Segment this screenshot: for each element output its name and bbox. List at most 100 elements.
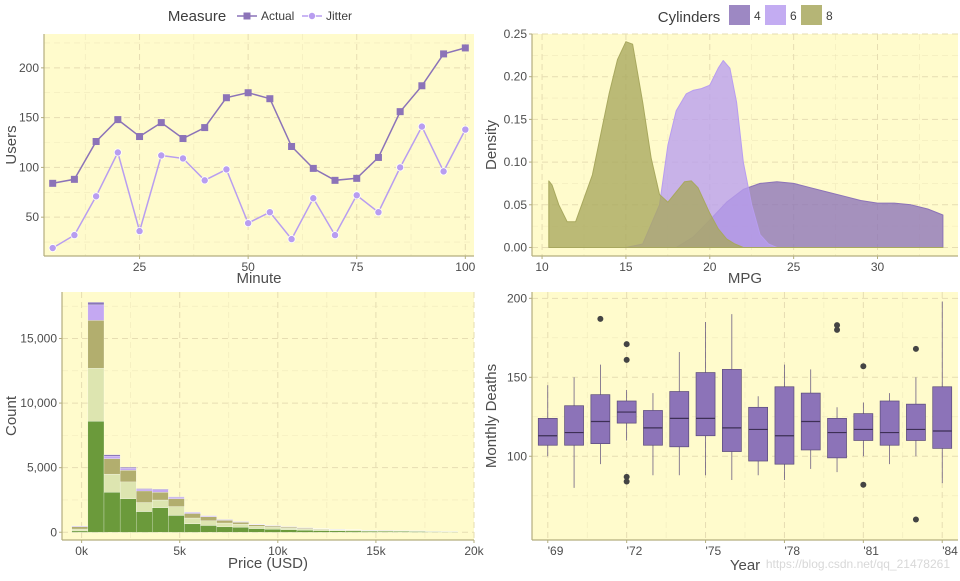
histogram-bar-segment — [152, 492, 168, 500]
histogram-bar-segment — [184, 513, 200, 514]
x-tick-label: '81 — [863, 544, 879, 558]
histogram-bar-segment — [120, 499, 136, 533]
x-tick-label: '72 — [627, 544, 643, 558]
data-point-square — [179, 135, 186, 142]
histogram-bar-segment — [361, 531, 377, 532]
data-point-square — [375, 154, 382, 161]
histogram-bar-segment — [281, 527, 297, 528]
x-axis-title: Minute — [236, 270, 281, 287]
x-axis-title: Price (USD) — [228, 555, 308, 572]
data-point-square — [266, 95, 273, 102]
box-iqr — [749, 407, 768, 461]
histogram-bar-segment — [297, 529, 313, 530]
histogram-bar-segment — [201, 517, 217, 521]
histogram-bar-segment — [88, 421, 104, 532]
data-point-circle — [223, 166, 230, 173]
y-tick-label: 0 — [50, 525, 57, 539]
histogram-bar-segment — [201, 521, 217, 526]
histogram-bar-segment — [201, 526, 217, 533]
y-tick-label: 0.10 — [504, 155, 528, 169]
histogram-bar-segment — [88, 305, 104, 321]
x-tick-label: 5k — [173, 544, 187, 558]
legend-swatch — [765, 5, 786, 25]
histogram-bar-segment — [184, 518, 200, 524]
box-iqr — [696, 373, 715, 436]
box-outlier — [624, 341, 630, 347]
y-tick-label: 100 — [19, 160, 39, 174]
box-outlier — [624, 479, 630, 485]
x-tick-label: 25 — [787, 260, 801, 274]
histogram-bar-segment — [88, 368, 104, 421]
histogram-bar-segment — [217, 527, 233, 532]
histogram-bar-segment — [120, 470, 136, 482]
x-tick-label: '84 — [942, 544, 958, 558]
data-point-square — [93, 138, 100, 145]
y-axis-title: Users — [3, 125, 20, 164]
y-tick-label: 0.05 — [504, 198, 528, 212]
data-point-circle — [49, 244, 56, 251]
box-iqr — [933, 387, 952, 449]
histogram-bar-segment — [136, 503, 152, 512]
data-point-circle — [179, 155, 186, 162]
box-outlier — [834, 327, 840, 333]
data-point-circle — [397, 164, 404, 171]
histogram-bar-segment — [104, 456, 120, 459]
histogram-bar-segment — [72, 531, 88, 532]
histogram-bar-segment — [281, 528, 297, 530]
box-outlier — [597, 316, 603, 322]
histogram-bar-segment — [104, 474, 120, 492]
y-tick-label: 0.20 — [504, 70, 528, 84]
data-point-square — [114, 116, 121, 123]
histogram-bar-segment — [136, 489, 152, 490]
histogram-bar-segment — [217, 520, 233, 523]
data-point-square — [245, 89, 252, 96]
legend-title: Measure — [168, 8, 226, 25]
histogram-bar-segment — [249, 529, 265, 533]
x-tick-label: 75 — [350, 260, 364, 274]
histogram-bar-segment — [120, 468, 136, 470]
y-axis-title: Count — [3, 395, 20, 436]
data-point-square — [462, 44, 469, 51]
x-tick-label: 10 — [535, 260, 549, 274]
y-axis-title: Density — [483, 119, 500, 170]
data-point-circle — [93, 193, 100, 200]
data-point-square — [440, 50, 447, 57]
x-tick-label: 25 — [133, 260, 147, 274]
y-tick-label: 150 — [507, 370, 527, 384]
data-point-square — [158, 119, 165, 126]
box-outlier — [860, 363, 866, 369]
box-iqr — [880, 401, 899, 445]
histogram-bar-segment — [313, 531, 329, 533]
legend-label: 4 — [754, 9, 761, 23]
box-iqr — [565, 406, 584, 445]
watermark-text: https://blog.csdn.net/qq_21478261 — [766, 557, 950, 571]
x-tick-label: '69 — [548, 544, 564, 558]
y-tick-label: 15,000 — [20, 332, 57, 346]
y-tick-label: 0.15 — [504, 112, 528, 126]
data-point-circle — [375, 209, 382, 216]
data-point-circle — [331, 231, 338, 238]
histogram-bar-segment — [184, 524, 200, 532]
data-point-square — [136, 133, 143, 140]
box-iqr — [854, 414, 873, 441]
legend-swatch-square — [244, 13, 251, 20]
y-tick-label: 200 — [507, 291, 527, 305]
x-tick-label: 20 — [703, 260, 717, 274]
histogram-bar-segment — [88, 320, 104, 368]
legend-swatch — [729, 5, 750, 25]
histogram-bar-segment — [152, 508, 168, 533]
histogram-bar-segment — [233, 527, 249, 532]
data-point-circle — [353, 192, 360, 199]
histogram-bar-segment — [72, 529, 88, 531]
data-point-square — [332, 177, 339, 184]
x-axis-title: Year — [730, 557, 760, 574]
histogram-bar-segment — [265, 527, 281, 529]
histogram-bar-segment — [168, 516, 184, 533]
histogram-bar-segment — [88, 302, 104, 305]
histogram-bar-segment — [168, 499, 184, 507]
histogram-bar-segment — [104, 459, 120, 475]
